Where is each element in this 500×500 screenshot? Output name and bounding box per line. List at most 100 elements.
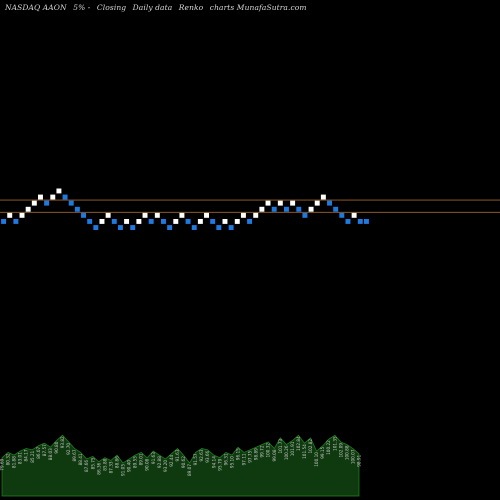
brick-up	[124, 219, 130, 224]
volume-label: 83.01	[18, 452, 23, 464]
brick-down	[302, 212, 308, 218]
reference-lines	[0, 199, 500, 213]
brick-down	[191, 225, 197, 230]
brick-up	[197, 219, 203, 224]
brick-up	[56, 188, 62, 194]
brick-down	[93, 225, 99, 230]
volume-label: 92.44	[169, 454, 174, 466]
title-interval: Daily data	[132, 3, 173, 12]
brick-up	[240, 212, 246, 218]
brick-up	[136, 219, 142, 224]
volume-label: 86.36	[96, 462, 101, 474]
volume-label: 94.14	[211, 456, 216, 468]
volume-label: 98.89	[254, 448, 259, 460]
volume-labels: 79.69 80.32 81.88 83.01 84.17 85.21 86.07 87.57…	[0, 436, 362, 476]
volume-label: 100.88	[344, 445, 349, 460]
volume-label: 89.01	[139, 453, 144, 465]
volume-label: 91.63	[151, 452, 156, 464]
volume-label: 95.10	[229, 456, 234, 468]
brick-up	[234, 219, 240, 224]
brick-up	[277, 200, 283, 206]
volume-label: 87.66	[84, 460, 89, 472]
volume-label: 89.67	[72, 449, 77, 461]
volume-label: 96.15	[236, 448, 241, 460]
brick-up	[38, 194, 43, 200]
brick-down	[167, 225, 173, 230]
brick-down	[111, 219, 117, 224]
brick-down	[228, 225, 234, 230]
volume-label: 100.22	[326, 440, 331, 455]
volume-label: 79.69	[0, 458, 5, 470]
brick-up	[351, 212, 357, 218]
volume-label: 100.32	[266, 443, 271, 458]
volume-label: 90.08	[145, 458, 150, 470]
brick-down	[284, 206, 289, 212]
volume-label: 88.03	[48, 448, 53, 460]
volume-label: 88.86	[115, 456, 120, 468]
brick-up	[154, 212, 160, 218]
brick-up	[222, 219, 228, 224]
brick-down	[1, 219, 7, 224]
brick-down	[44, 200, 50, 206]
chart-title: NASDAQ AAON 5% - Closing Daily data Renk…	[5, 3, 311, 12]
volume-label: 101.35	[332, 436, 337, 451]
brick-up	[105, 212, 111, 218]
volume-label: 97.11	[242, 453, 247, 465]
brick-down	[296, 206, 302, 212]
volume-label: 87.33	[108, 461, 113, 473]
volume-label: 92.88	[157, 456, 162, 468]
title-basis: Closing	[96, 3, 127, 12]
volume-label: 101.73	[278, 439, 283, 454]
volume-label: 89.55	[133, 456, 138, 468]
brick-up	[50, 194, 56, 200]
brick-down	[210, 219, 216, 224]
volume-label: 90.62	[181, 456, 186, 468]
brick-up	[142, 212, 148, 218]
brick-up	[259, 206, 265, 212]
volume-label: 102.09	[338, 443, 343, 458]
volume-label: 100.26	[284, 445, 289, 460]
volume-label: 90.80	[54, 441, 59, 453]
brick-up	[99, 219, 105, 224]
volume-label: 99.15	[320, 446, 325, 458]
volume-label: 85.88	[102, 458, 107, 470]
volume-label: 100.07	[350, 449, 355, 464]
volume-label: 98.91	[357, 454, 362, 466]
brick-down	[87, 219, 93, 224]
volume-label: 87.57	[42, 444, 47, 456]
volume-label: 96.31	[223, 453, 228, 465]
brick-up	[290, 200, 296, 206]
volume-label: 100.10	[314, 452, 319, 467]
brick-up	[179, 212, 185, 218]
brick-down	[247, 219, 253, 224]
volume-label: 99.08	[272, 449, 277, 461]
volume-label: 101.54	[302, 444, 307, 459]
volume-label: 91.57	[193, 453, 198, 465]
volume-area	[1, 434, 360, 497]
brick-down	[327, 200, 332, 206]
title-chart-kind: Renko	[178, 3, 204, 12]
brick-down	[363, 219, 369, 224]
volume-label: 91.05	[121, 464, 126, 476]
volume-label: 102.82	[308, 439, 313, 454]
title-suffix: charts MunafaSutra.com	[209, 3, 307, 12]
title-change: 5% -	[73, 3, 91, 12]
brick-down	[216, 225, 222, 230]
volume-label: 93.66	[205, 450, 210, 462]
volume-label: 81.88	[12, 456, 17, 468]
brick-down	[339, 212, 345, 218]
volume-label: 89.07	[187, 464, 192, 476]
brick-down	[68, 200, 74, 206]
brick-up	[7, 212, 13, 218]
brick-up	[253, 212, 259, 218]
brick-down	[13, 219, 19, 224]
volume-label: 95.79	[217, 458, 222, 470]
volume-label: 92.70	[66, 443, 71, 455]
volume-label: 86.07	[36, 446, 41, 458]
brick-up	[31, 200, 37, 206]
brick-down	[148, 219, 154, 224]
volume-label: 85.21	[30, 450, 35, 462]
brick-down	[74, 206, 80, 212]
